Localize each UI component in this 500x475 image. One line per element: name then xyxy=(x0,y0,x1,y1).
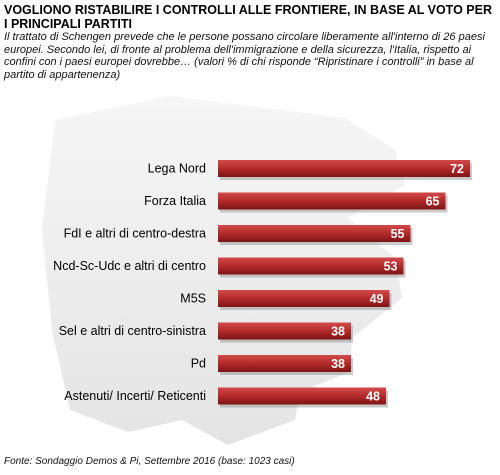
bar xyxy=(218,387,386,405)
category-label: FdI e altri di centro-destra xyxy=(64,227,206,241)
value-label: 38 xyxy=(331,357,345,371)
chart-subtitle: Il trattato di Schengen prevede che le p… xyxy=(4,31,485,81)
bar xyxy=(218,192,446,210)
category-label: Forza Italia xyxy=(144,194,206,208)
category-label: Pd xyxy=(191,357,206,371)
bar xyxy=(218,225,411,242)
bar xyxy=(218,160,470,177)
value-label: 65 xyxy=(426,195,440,209)
value-label: 38 xyxy=(331,325,345,339)
value-label: 49 xyxy=(370,292,384,306)
value-label: 53 xyxy=(384,260,398,274)
bar xyxy=(218,355,351,372)
bar xyxy=(218,290,390,307)
category-label: M5S xyxy=(180,292,206,306)
category-label: Sel e altri di centro-sinistra xyxy=(59,324,206,338)
category-label: Astenuti/ Incerti/ Reticenti xyxy=(64,389,206,403)
bar xyxy=(218,257,404,275)
value-label: 55 xyxy=(391,227,405,241)
category-label: Ncd-Sc-Udc e altri di centro xyxy=(53,259,206,273)
bar xyxy=(218,322,351,340)
category-label: Lega Nord xyxy=(148,162,206,176)
source-note: Fonte: Sondaggio Demos & Pi, Settembre 2… xyxy=(4,456,295,467)
value-label: 48 xyxy=(366,390,380,404)
value-label: 72 xyxy=(450,162,464,176)
chart-title: VOGLIONO RISTABILIRE I CONTROLLI ALLE FR… xyxy=(4,3,492,31)
